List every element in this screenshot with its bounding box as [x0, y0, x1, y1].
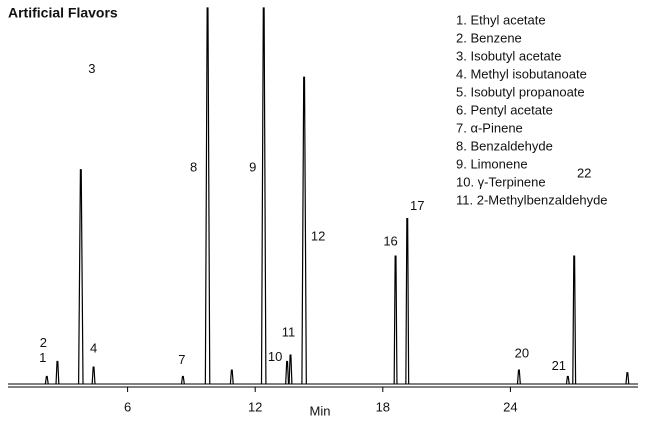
legend-entry: 9. Limonene — [456, 156, 528, 171]
peak — [288, 354, 293, 385]
x-axis-label: Min — [310, 403, 331, 418]
x-tick-label: 18 — [376, 399, 390, 414]
peak — [44, 375, 49, 385]
legend-entry: 6. Pentyl acetate — [456, 102, 553, 117]
peak — [516, 369, 521, 385]
peak — [229, 369, 234, 385]
legend-entry: 7. α-Pinene — [456, 120, 523, 135]
peak — [572, 255, 577, 385]
legend-entry: 8. Benzaldehyde — [456, 138, 553, 153]
peak — [625, 372, 630, 385]
peak — [260, 7, 267, 385]
peak-label: 3 — [88, 61, 95, 76]
peak-label: 10 — [268, 349, 282, 364]
peak — [204, 7, 211, 385]
x-tick-label: 6 — [124, 399, 131, 414]
chart-title: Artificial Flavors — [8, 5, 118, 21]
peak-label: 22 — [577, 166, 591, 181]
peak-label: 11 — [282, 324, 296, 339]
peak-label: 20 — [515, 346, 529, 361]
peak — [393, 255, 398, 385]
peak-label: 1 — [39, 350, 46, 365]
peak-label: 12 — [311, 229, 325, 244]
peak — [180, 375, 185, 385]
legend-entry: 5. Isobutyl propanoate — [456, 84, 585, 99]
peak-label: 2 — [40, 335, 47, 350]
peak-label: 21 — [552, 358, 566, 373]
peak — [285, 360, 290, 385]
peak — [91, 366, 96, 385]
legend-entry: 11. 2-Methylbenzaldehyde — [456, 192, 608, 207]
legend-entry: 3. Isobutyl acetate — [456, 48, 562, 63]
peak-label: 9 — [249, 159, 256, 174]
peak — [55, 360, 60, 385]
peak — [78, 169, 84, 385]
peak-label: 7 — [178, 352, 185, 367]
legend-entry: 1. Ethyl acetate — [456, 12, 546, 27]
legend-entry: 2. Benzene — [456, 30, 522, 45]
legend-entry: 4. Methyl isobutanoate — [456, 66, 587, 81]
peak — [301, 76, 307, 385]
x-tick-label: 12 — [248, 399, 262, 414]
x-tick-label: 24 — [503, 399, 517, 414]
peak — [565, 375, 570, 385]
peak — [405, 217, 410, 385]
peak-label: 16 — [383, 234, 397, 249]
legend-entry: 10. γ-Terpinene — [456, 174, 546, 189]
peak-label: 8 — [190, 159, 197, 174]
peak-label: 4 — [90, 341, 97, 356]
peak-label: 17 — [410, 198, 424, 213]
